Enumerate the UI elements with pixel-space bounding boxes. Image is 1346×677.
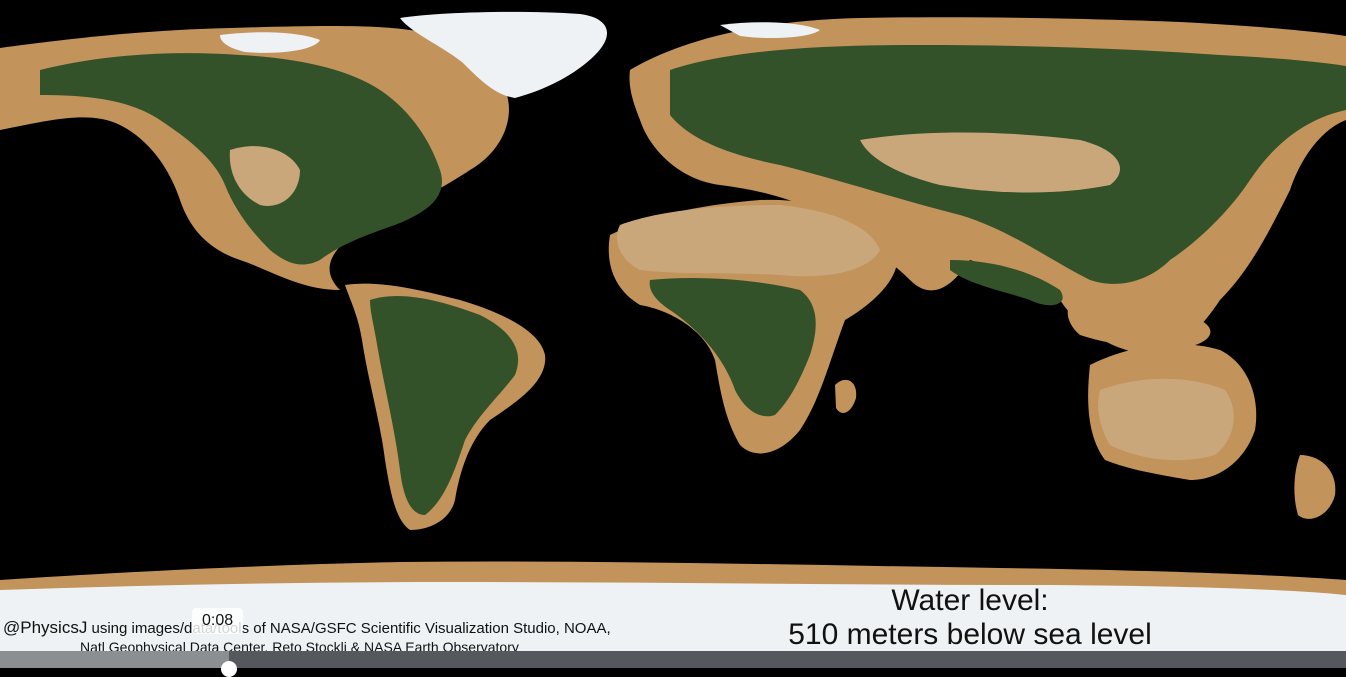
water-level-caption: Water level: 510 meters below sea level xyxy=(740,584,1200,652)
ice-caps xyxy=(0,11,1346,668)
credit-line-1: using images/data/tools of NASA/GSFC Sci… xyxy=(87,620,611,637)
progress-fill xyxy=(0,651,229,668)
water-level-title: Water level: xyxy=(891,584,1049,617)
progress-scrubber-handle[interactable] xyxy=(220,661,237,677)
credit-handle: @PhysicsJ xyxy=(3,618,88,637)
water-level-value: 510 meters below sea level xyxy=(788,618,1152,651)
video-progress-bar[interactable] xyxy=(0,651,1346,677)
arid-land xyxy=(229,132,1234,461)
time-tooltip: 0:08 xyxy=(192,608,244,634)
